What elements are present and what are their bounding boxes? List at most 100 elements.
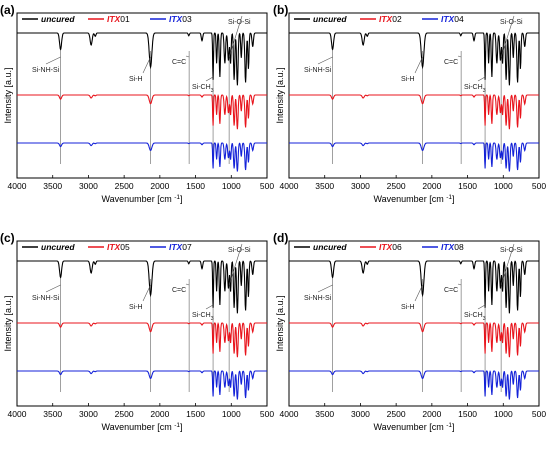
x-tick-label: 2000 xyxy=(422,409,441,419)
band-annotation: Si-NH-Si xyxy=(304,295,332,302)
annotation-pointer xyxy=(500,243,515,286)
spectrum-line-itx03 xyxy=(17,142,267,172)
band-annotation: Si-O-Si xyxy=(228,247,251,254)
x-tick-label: 1500 xyxy=(458,409,477,419)
x-tick-label: 4000 xyxy=(8,409,27,419)
panel-label: (c) xyxy=(0,231,15,245)
x-tick-label: 3500 xyxy=(43,409,62,419)
x-tick-label: 2500 xyxy=(387,409,406,419)
legend-label: ITX05 xyxy=(107,242,130,252)
x-tick-label: 4000 xyxy=(280,181,299,191)
legend-label: uncured xyxy=(313,14,347,24)
x-tick-label: 2000 xyxy=(422,181,441,191)
band-annotation: Si-O-Si xyxy=(228,19,251,26)
x-tick-label: 1500 xyxy=(458,181,477,191)
spectrum-line-itx07 xyxy=(17,370,267,400)
band-annotation: Si-NH-Si xyxy=(32,295,60,302)
x-tick-label: 3500 xyxy=(315,181,334,191)
band-annotation: Si-CH3 xyxy=(464,84,486,94)
legend-label: ITX08 xyxy=(441,242,464,252)
x-tick-label: 1500 xyxy=(186,181,205,191)
x-tick-label: 1000 xyxy=(494,181,513,191)
x-tick-label: 3000 xyxy=(351,409,370,419)
legend-label: uncured xyxy=(41,14,75,24)
annotation-pointer xyxy=(205,76,214,82)
spectrum-line-itx04 xyxy=(289,142,539,172)
x-axis-label: Wavenumber [cm -1] xyxy=(374,194,455,205)
x-tick-label: 1000 xyxy=(222,181,241,191)
band-annotation: Si-O-Si xyxy=(500,19,523,26)
chart-panel-1: (a) 4000 3500 3000 2500 2000 1500 1000 500 Wavenu… xyxy=(0,3,274,204)
x-tick-label: 3000 xyxy=(79,181,98,191)
x-tick-label: 3500 xyxy=(315,409,334,419)
annotation-pointer xyxy=(228,243,243,286)
y-axis-label: Intensity [a.u.] xyxy=(275,67,285,123)
x-tick-label: 2000 xyxy=(150,181,169,191)
x-tick-label: 1500 xyxy=(186,409,205,419)
band-annotation: Si-CH3 xyxy=(464,312,486,322)
x-tick-label: 500 xyxy=(532,181,546,191)
annotation-pointer xyxy=(45,56,61,65)
legend-label: uncured xyxy=(313,242,347,252)
spectrum-line-itx01 xyxy=(17,93,267,130)
annotation-pointer xyxy=(205,304,214,310)
annotation-pointer xyxy=(500,15,515,58)
annotation-pointer xyxy=(457,283,462,286)
y-axis-label: Intensity [a.u.] xyxy=(3,67,13,123)
legend-label: ITX06 xyxy=(379,242,402,252)
annotation-pointer xyxy=(317,56,333,65)
chart-panel-3: (c) 4000 3500 3000 2500 2000 1500 1000 500 Wavenu… xyxy=(0,231,274,432)
band-annotation: Si-CH3 xyxy=(192,84,214,94)
band-annotation: Si-H xyxy=(401,304,415,311)
annotation-pointer xyxy=(45,284,61,293)
band-annotation: Si-NH-Si xyxy=(32,67,60,74)
legend-label: ITX04 xyxy=(441,14,464,24)
annotation-pointer xyxy=(457,55,462,58)
legend-label: uncured xyxy=(41,242,75,252)
annotation-pointer xyxy=(142,56,151,74)
x-tick-label: 500 xyxy=(532,409,546,419)
chart-panel-4: (d) 4000 3500 3000 2500 2000 1500 1000 500 Wavenu… xyxy=(273,231,546,432)
legend-label: ITX01 xyxy=(107,14,130,24)
x-tick-label: 1000 xyxy=(222,409,241,419)
chart-panel-2: (b) 4000 3500 3000 2500 2000 1500 1000 500 Wavenu… xyxy=(273,3,546,204)
x-tick-label: 500 xyxy=(260,181,274,191)
annotation-pointer xyxy=(477,76,486,82)
x-tick-label: 2500 xyxy=(387,181,406,191)
legend-label: ITX02 xyxy=(379,14,402,24)
x-tick-label: 4000 xyxy=(8,181,27,191)
panel-label: (b) xyxy=(273,3,288,17)
x-tick-label: 2000 xyxy=(150,409,169,419)
x-tick-label: 1000 xyxy=(494,409,513,419)
y-axis-label: Intensity [a.u.] xyxy=(3,295,13,351)
band-annotation: C=C xyxy=(444,287,458,294)
band-annotation: Si-H xyxy=(401,76,415,83)
band-annotation: C=C xyxy=(172,59,186,66)
spectrum-line-itx05 xyxy=(17,321,267,358)
annotation-pointer xyxy=(414,56,423,74)
band-annotation: Si-H xyxy=(129,304,143,311)
band-annotation: Si-H xyxy=(129,76,143,83)
spectrum-line-itx02 xyxy=(289,93,539,130)
x-axis-label: Wavenumber [cm -1] xyxy=(374,422,455,433)
panel-label: (a) xyxy=(0,3,15,17)
legend-label: ITX07 xyxy=(169,242,192,252)
annotation-pointer xyxy=(317,284,333,293)
x-tick-label: 3000 xyxy=(79,409,98,419)
annotation-pointer xyxy=(185,283,190,286)
band-annotation: C=C xyxy=(444,59,458,66)
x-tick-label: 500 xyxy=(260,409,274,419)
spectrum-line-uncured xyxy=(17,32,267,86)
x-tick-label: 4000 xyxy=(280,409,299,419)
legend-label: ITX03 xyxy=(169,14,192,24)
panel-label: (d) xyxy=(273,231,288,245)
x-tick-label: 3000 xyxy=(351,181,370,191)
annotation-pointer xyxy=(142,284,151,302)
x-tick-label: 2500 xyxy=(115,181,134,191)
band-annotation: Si-CH3 xyxy=(192,312,214,322)
annotation-pointer xyxy=(185,55,190,58)
x-axis-label: Wavenumber [cm -1] xyxy=(102,422,183,433)
band-annotation: Si-NH-Si xyxy=(304,67,332,74)
x-tick-label: 2500 xyxy=(115,409,134,419)
annotation-pointer xyxy=(228,15,243,58)
